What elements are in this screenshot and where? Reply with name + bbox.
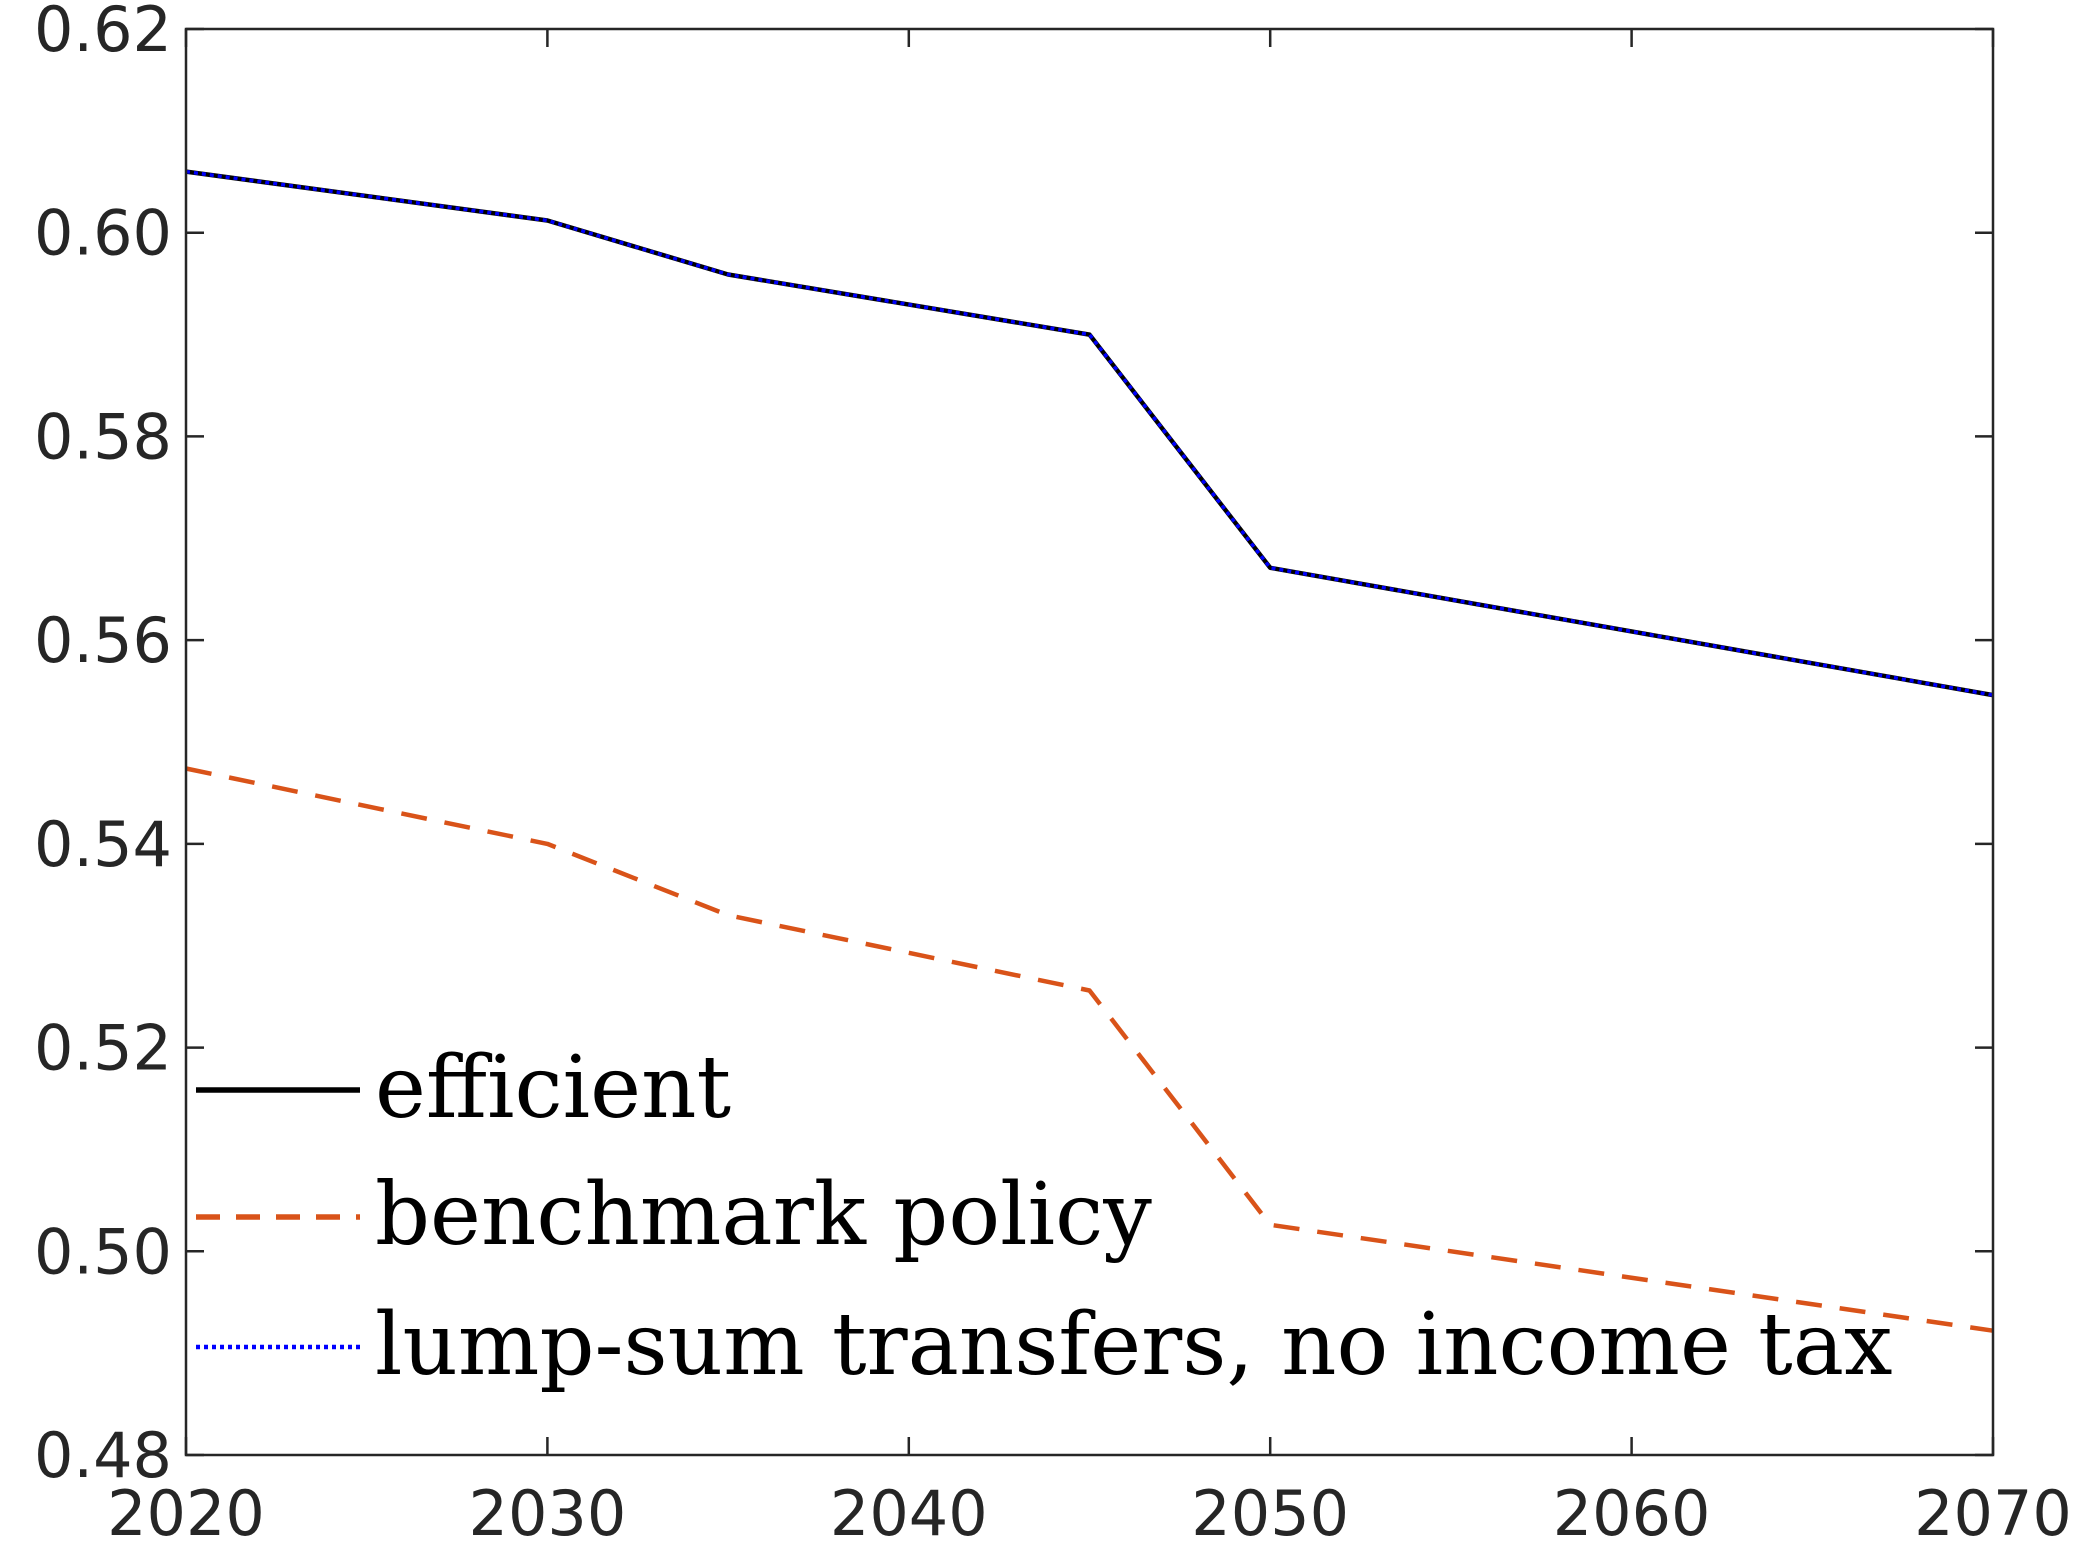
y-tick-label-3: 0.54 (34, 808, 172, 881)
y-tick-label-2: 0.52 (34, 1012, 172, 1085)
x-tick-label-2070: 2070 (1914, 1477, 2072, 1550)
y-tick-label-4: 0.56 (34, 604, 172, 677)
legend: efficient benchmark policy lump-sum transf… (196, 1038, 1893, 1395)
y-tick-label-7: 0.62 (34, 0, 172, 66)
series-line-2 (185, 766, 1994, 1333)
y-tick-label-1: 0.50 (34, 1215, 172, 1288)
ticks: 2020 2030 2040 2050 2060 2070 0.48 0.50 0.52 0.54… (34, 0, 2072, 1550)
x-tick-label-2030: 2030 (469, 1477, 627, 1550)
legend-label-3: lump-sum transfers, no income tax (375, 1295, 1893, 1395)
legend-label-2: benchmark policy (375, 1165, 1152, 1265)
legend-label-1: efficient (375, 1038, 731, 1138)
x-tick-label-2060: 2060 (1553, 1477, 1711, 1550)
plot-box (184, 27, 1995, 1457)
x-tick-label-2050: 2050 (1191, 1477, 1349, 1550)
y-tick-label-5: 0.58 (34, 400, 172, 473)
series-layer (185, 169, 1994, 1333)
x-tick-label-2020: 2020 (107, 1477, 265, 1550)
series-line-3 (185, 169, 1994, 697)
y-tick-label-0: 0.48 (34, 1419, 172, 1492)
x-tick-label-2040: 2040 (830, 1477, 988, 1550)
y-tick-label-6: 0.60 (34, 197, 172, 270)
plot-frame (184, 27, 1995, 1457)
